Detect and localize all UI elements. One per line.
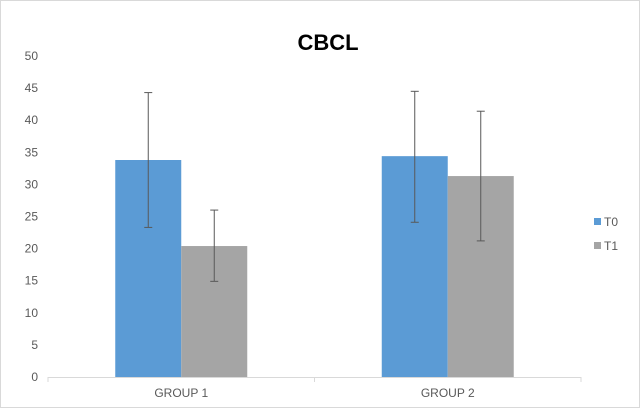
y-tick-label: 20 — [25, 242, 39, 256]
x-axis: GROUP 1 GROUP 2 — [47, 377, 582, 400]
y-tick-label: 35 — [25, 145, 39, 159]
y-tick-label: 5 — [31, 338, 38, 352]
legend-swatch-t0 — [594, 218, 601, 225]
legend-label-t1: T1 — [604, 239, 618, 253]
y-tick-label: 15 — [25, 274, 39, 288]
y-tick-label: 50 — [25, 49, 39, 63]
x-tick-label: GROUP 1 — [154, 386, 208, 400]
y-tick-label: 0 — [31, 370, 38, 384]
legend: T0 T1 — [594, 215, 618, 253]
x-tick-label: GROUP 2 — [421, 386, 475, 400]
error-bars — [144, 90, 485, 282]
y-tick-label: 30 — [25, 177, 39, 191]
bars — [115, 156, 514, 377]
y-tick-label: 25 — [25, 210, 39, 224]
legend-label-t0: T0 — [604, 215, 618, 229]
y-tick-label: 40 — [25, 113, 39, 127]
chart-title: CBCL — [297, 30, 358, 55]
y-tick-label: 10 — [25, 306, 39, 320]
legend-swatch-t1 — [594, 242, 601, 249]
y-tick-label: 45 — [25, 81, 39, 95]
y-axis-ticks: 0 5 10 15 20 25 30 35 40 45 50 — [25, 49, 39, 384]
